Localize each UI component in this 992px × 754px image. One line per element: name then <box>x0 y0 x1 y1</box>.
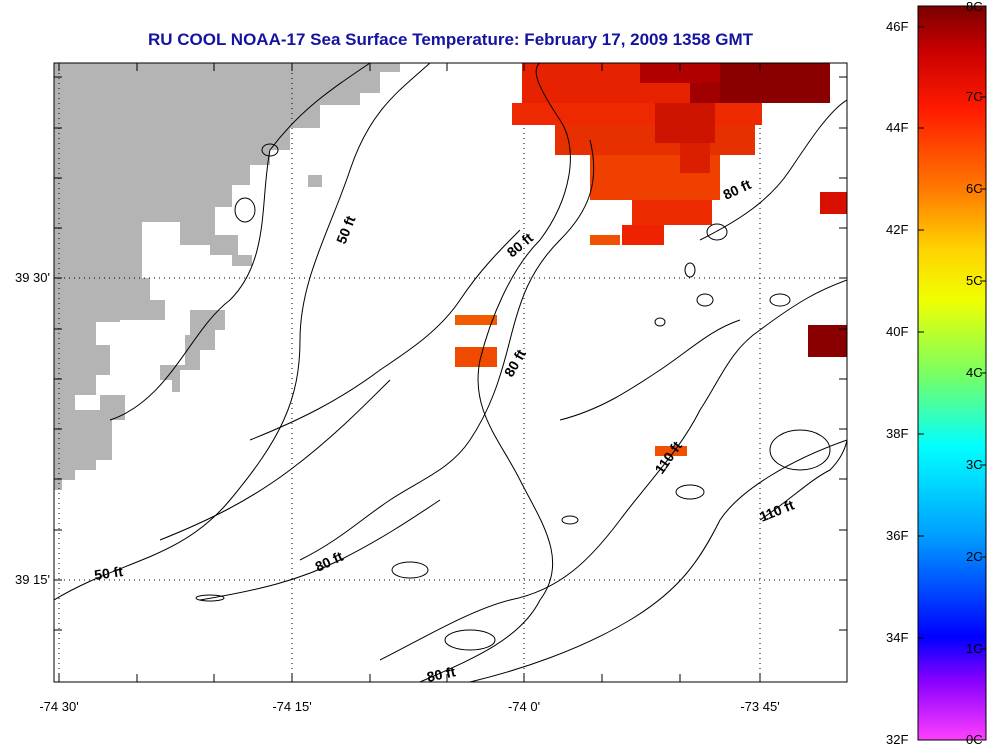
colorbar-f-label: 44F <box>886 120 909 135</box>
map-border <box>53 62 848 683</box>
colorbar-c-label: 6C <box>966 181 983 196</box>
axis-tick-marks <box>54 63 847 682</box>
colorbar-c-label: 4C <box>966 365 983 380</box>
contour-label: 50 ft <box>93 563 124 583</box>
colorbar-f-label: 38F <box>886 426 909 441</box>
colorbar-c-label: 3C <box>966 457 983 472</box>
colorbar-f-label: 46F <box>886 19 909 34</box>
longitude-tick-label: -74 0' <box>507 699 541 714</box>
longitude-tick-label: -73 45' <box>740 699 780 714</box>
colorbar-f-label: 42F <box>886 222 909 237</box>
latitude-tick-label: 39 15' <box>14 572 50 587</box>
colorbar-gradient <box>917 5 987 741</box>
colorbar-c-label: 0C <box>966 732 983 747</box>
colorbar-tick-marks <box>918 26 986 650</box>
map-title: RU COOL NOAA-17 Sea Surface Temperature:… <box>148 30 753 49</box>
colorbar-f-label: 34F <box>886 630 909 645</box>
colorbar-f-label: 36F <box>886 528 909 543</box>
land-patch <box>308 175 322 187</box>
colorbar-c-label: 5C <box>966 273 983 288</box>
colorbar-f-label: 40F <box>886 324 909 339</box>
longitude-tick-label: -74 15' <box>272 699 312 714</box>
land-mass <box>54 63 400 490</box>
contour-label: 80 ft <box>425 663 457 685</box>
gridlines <box>54 63 847 682</box>
latitude-tick-label: 39 30' <box>14 270 50 285</box>
colorbar-c-label: 8C <box>966 0 983 14</box>
colorbar-f-label: 32F <box>886 732 909 747</box>
bathymetry-contours <box>54 63 847 682</box>
colorbar-c-label: 7C <box>966 89 983 104</box>
longitude-tick-label: -74 30' <box>39 699 79 714</box>
colorbar-c-label: 1C <box>966 641 983 656</box>
land-patch <box>160 310 225 392</box>
colorbar-c-label: 2C <box>966 549 983 564</box>
sst-pixels <box>455 63 847 456</box>
